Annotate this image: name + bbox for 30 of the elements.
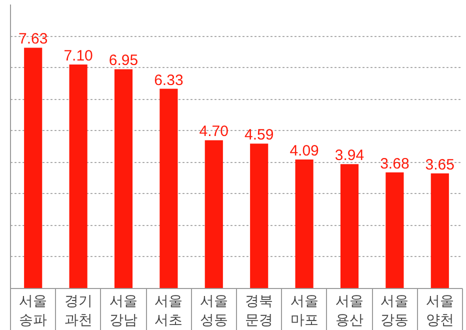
x-tick-label: 경기 과천 <box>64 292 92 328</box>
bar <box>204 140 223 288</box>
bar <box>24 48 42 288</box>
x-tick-label: 서울 강동 <box>380 292 409 328</box>
x-tick-label: 서울 서초 <box>154 292 183 328</box>
x-tick-label: 경북 문경 <box>245 292 274 328</box>
data-label: 6.33 <box>154 72 184 89</box>
data-label: 7.10 <box>64 47 93 64</box>
bar <box>386 172 404 288</box>
x-tick-label: 서울 송파 <box>19 292 48 328</box>
data-label: 3.65 <box>425 156 455 174</box>
data-label: 3.68 <box>380 155 410 172</box>
x-tick-label: 서울 성동 <box>200 292 228 328</box>
bar <box>160 88 178 288</box>
data-label: 4.70 <box>199 123 229 140</box>
x-tick-label: 서울 강남 <box>110 292 138 328</box>
x-tick-label: 서울 용산 <box>336 292 364 328</box>
data-label: 7.63 <box>18 30 48 48</box>
x-tick-label: 서울 양천 <box>426 292 454 328</box>
bar <box>250 144 268 288</box>
bar <box>114 69 133 288</box>
bar <box>340 164 359 288</box>
x-tick-label: 서울 마포 <box>290 292 318 328</box>
data-label: 3.94 <box>334 147 364 164</box>
bar <box>430 173 449 288</box>
data-label: 6.95 <box>108 52 138 70</box>
bar <box>69 64 88 288</box>
bar <box>295 159 314 288</box>
data-label: 4.09 <box>290 142 319 160</box>
data-label: 4.59 <box>244 126 274 144</box>
